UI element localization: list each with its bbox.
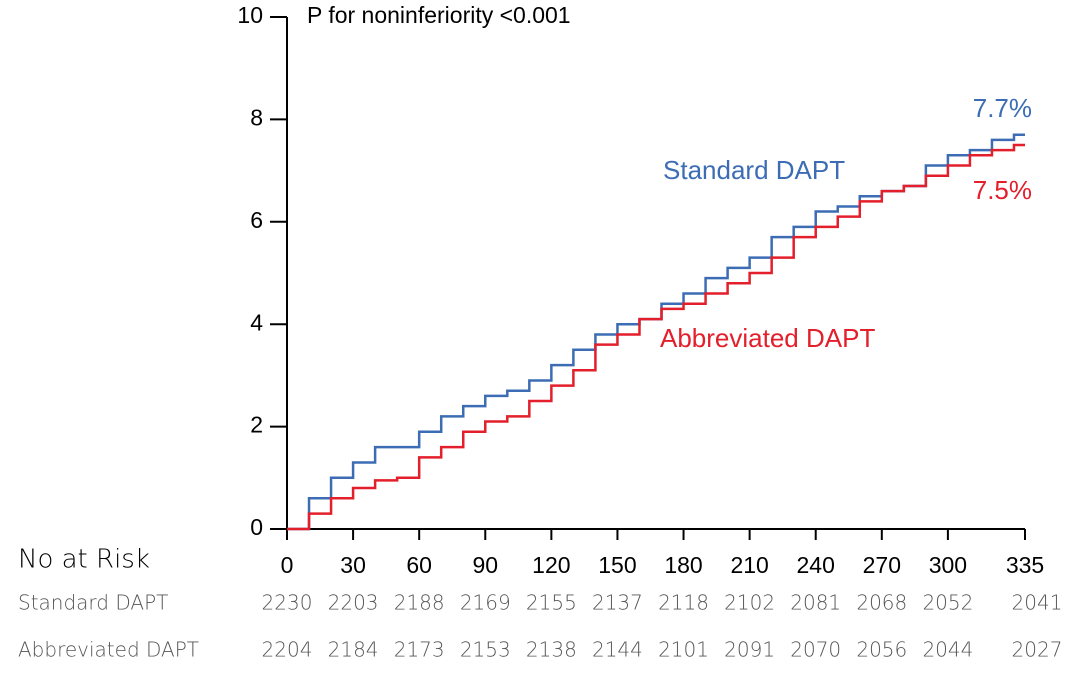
series-label: Standard DAPT	[663, 155, 845, 185]
risk-count: 2230	[262, 591, 313, 615]
risk-count: 2169	[460, 591, 511, 615]
x-tick-label: 120	[532, 552, 570, 578]
risk-row-label: Standard DAPT	[18, 591, 168, 615]
x-tick-label: 90	[472, 552, 498, 578]
x-tick-label: 300	[929, 552, 967, 578]
risk-table-title: No at Risk	[18, 545, 150, 575]
y-tick-label: 6	[250, 207, 263, 233]
series-line	[287, 133, 1025, 531]
risk-count: 2081	[790, 591, 841, 615]
risk-count: 2101	[658, 638, 709, 662]
x-tick-label: 240	[797, 552, 835, 578]
x-tick-label: 335	[1006, 552, 1044, 578]
risk-count: 2153	[460, 638, 511, 662]
risk-count: 2155	[526, 591, 577, 615]
risk-count: 2184	[328, 638, 379, 662]
x-tick-label: 180	[664, 552, 702, 578]
x-tick-label: 150	[598, 552, 636, 578]
x-tick-label: 30	[340, 552, 366, 578]
annotation: P for noninferiority <0.001	[307, 2, 571, 28]
x-tick-label: 210	[730, 552, 768, 578]
risk-count: 2204	[262, 638, 313, 662]
y-tick-label: 10	[237, 2, 263, 28]
risk-count: 2144	[592, 638, 643, 662]
x-tick-label: 60	[406, 552, 432, 578]
y-tick-label: 8	[250, 104, 263, 130]
end-label: 7.5%	[973, 175, 1032, 205]
risk-count: 2070	[790, 638, 841, 662]
risk-count: 2056	[856, 638, 907, 662]
risk-count: 2102	[724, 591, 775, 615]
risk-count: 2118	[658, 591, 709, 615]
series-label: Abbreviated DAPT	[660, 323, 875, 353]
risk-count: 2173	[394, 638, 445, 662]
risk-count: 2091	[724, 638, 775, 662]
x-tick-label: 270	[863, 552, 901, 578]
risk-row-label: Abbreviated DAPT	[18, 638, 199, 662]
y-tick-label: 4	[250, 309, 263, 335]
risk-count: 2188	[394, 591, 445, 615]
risk-count: 2027	[1012, 638, 1063, 662]
risk-count: 2203	[328, 591, 379, 615]
risk-count: 2138	[526, 638, 577, 662]
y-tick-label: 0	[250, 514, 263, 540]
y-tick-label: 2	[250, 412, 263, 438]
risk-count: 2137	[592, 591, 643, 615]
risk-count: 2052	[922, 591, 973, 615]
risk-count: 2044	[922, 638, 973, 662]
x-tick-label: 0	[281, 552, 294, 578]
risk-count: 2068	[856, 591, 907, 615]
end-label: 7.7%	[973, 93, 1032, 123]
risk-count: 2041	[1012, 591, 1063, 615]
series-line	[287, 143, 1025, 531]
